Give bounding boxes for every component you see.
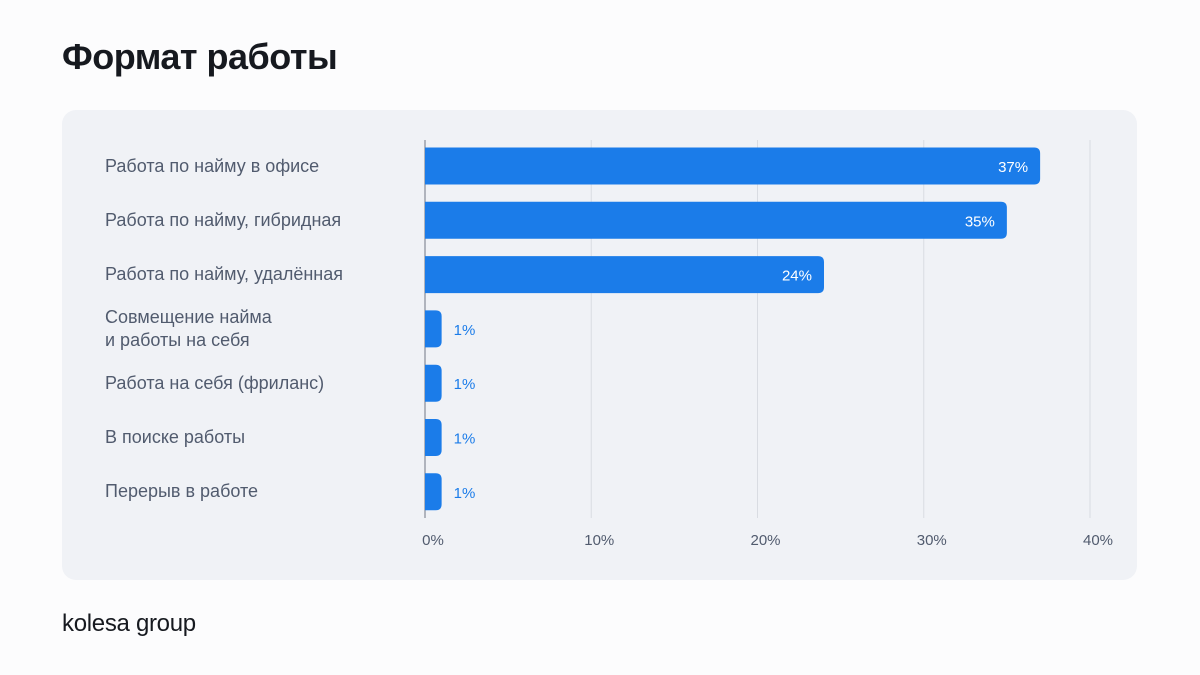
bar	[425, 147, 1041, 185]
data-label: 24%	[782, 268, 812, 285]
x-tick-label: 20%	[750, 532, 780, 549]
page-title: Формат работы	[62, 36, 338, 77]
bar	[425, 419, 442, 456]
data-label: 1%	[454, 376, 476, 393]
category-label: Работа по найму, удалённая	[105, 264, 344, 285]
category-label: Совмещение найма и работы на себя	[105, 306, 272, 350]
data-label: 1%	[454, 431, 476, 448]
data-label: 37%	[998, 159, 1028, 176]
x-tick-label: 0%	[422, 532, 444, 549]
data-label: 1%	[454, 485, 476, 502]
bar	[425, 256, 824, 294]
data-label: 1%	[454, 322, 476, 339]
bar	[425, 201, 1007, 239]
category-label: Работа на себя (фриланс)	[105, 372, 325, 393]
kolesa-group-logo: kolesa group	[62, 610, 196, 637]
category-label: Перерыв в работе	[105, 481, 259, 502]
bar	[425, 364, 442, 402]
x-tick-label: 10%	[584, 532, 614, 549]
chart-card	[62, 110, 1137, 580]
x-tick-label: 40%	[1083, 532, 1113, 549]
category-label: Работа по найму, гибридная	[105, 209, 342, 230]
data-label: 35%	[965, 213, 995, 230]
x-tick-label: 30%	[917, 532, 947, 549]
category-label: В поиске работы	[105, 427, 246, 447]
category-label: Работа по найму в офисе	[105, 155, 320, 176]
bar	[425, 310, 442, 348]
bar	[425, 473, 442, 511]
